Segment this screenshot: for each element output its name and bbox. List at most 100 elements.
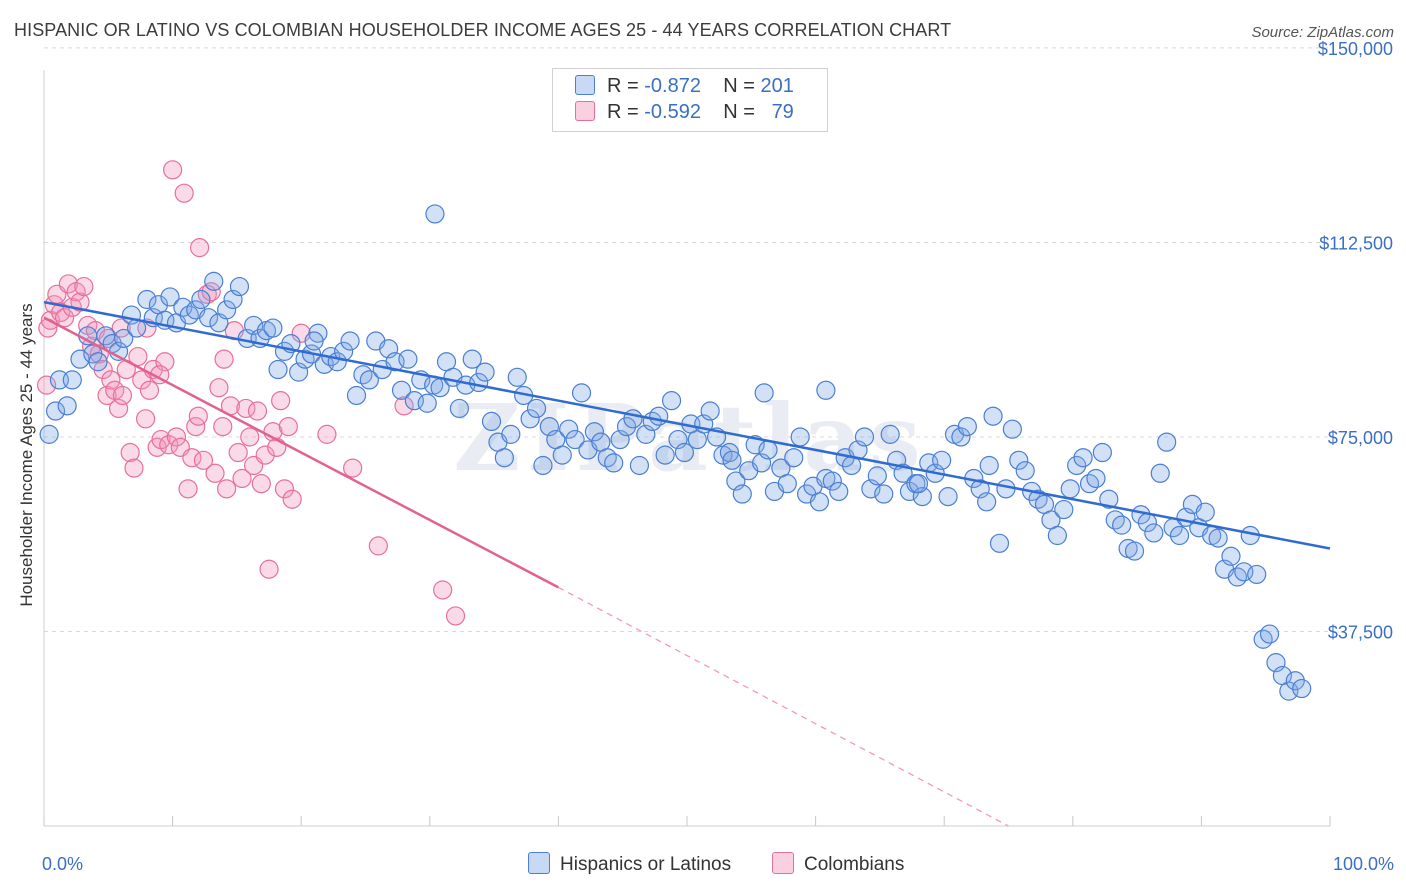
hispanic-point	[304, 331, 324, 351]
bottom-legend-label: Colombians	[804, 854, 905, 875]
colombian-point	[182, 448, 202, 468]
hispanic-point	[160, 287, 180, 307]
legend-swatch-pink	[575, 101, 595, 121]
hispanic-point	[179, 305, 199, 325]
hispanic-point	[1079, 474, 1100, 494]
hispanic-point	[977, 492, 997, 512]
hispanic-point	[39, 424, 59, 444]
hispanic-point	[732, 484, 752, 504]
colombian-point	[214, 349, 234, 369]
colombian-point	[139, 380, 160, 400]
hispanic-point	[754, 383, 774, 403]
hispanic-point	[1047, 525, 1067, 546]
hispanic-point	[932, 450, 952, 470]
hispanic-point	[1292, 678, 1312, 699]
hispanic-point	[565, 429, 585, 450]
hispanic-point	[57, 396, 77, 416]
colombian-point	[120, 442, 140, 463]
hispanic-point	[822, 471, 842, 491]
chart-title: HISPANIC OR LATINO VS COLOMBIAN HOUSEHOL…	[14, 20, 952, 40]
hispanic-point	[1054, 499, 1074, 520]
hispanic-point	[359, 370, 379, 390]
y-tick-labels: $37,500 $75,000 $112,500 $150,000	[1318, 39, 1393, 643]
hispanic-point	[481, 411, 502, 432]
hispanic-point	[655, 445, 675, 465]
hispanic-point	[1067, 455, 1087, 476]
bottom-legend-hispanics: Hispanics or Latinos	[528, 852, 731, 876]
colombian-point	[271, 391, 291, 411]
hispanic-point	[78, 326, 98, 346]
hispanic-point	[784, 448, 804, 468]
legend-row-blue: R = -0.872 N = 201	[575, 75, 794, 99]
hispanic-point	[616, 416, 637, 437]
hispanic-point	[867, 466, 887, 486]
hispanic-point	[951, 427, 971, 447]
colombian-point	[190, 238, 210, 258]
hispanic-point	[957, 416, 977, 437]
legend-n-label: N =	[723, 101, 755, 123]
colombian-point	[255, 445, 275, 465]
colombian-point	[135, 409, 156, 429]
colombian-point	[112, 385, 133, 406]
hispanic-point	[983, 406, 1003, 426]
hispanic-point	[1124, 541, 1145, 561]
colombian-point	[317, 424, 337, 444]
hispanic-point	[1086, 468, 1106, 489]
colombian-point	[278, 416, 298, 437]
colombian-point	[247, 401, 268, 421]
colombian-point	[251, 474, 271, 494]
hispanic-point	[816, 380, 836, 400]
hispanic-point	[854, 427, 875, 447]
hispanic-point	[1002, 419, 1022, 439]
hispanic-point	[229, 276, 250, 297]
hispanic-point	[597, 448, 617, 468]
hispanic-point	[88, 352, 108, 372]
hispanic-point	[559, 419, 579, 439]
y-tick-label: $112,500	[1319, 233, 1393, 253]
x-tick-label-max: 100.0%	[1333, 854, 1394, 874]
y-tick-label: $75,000	[1328, 428, 1393, 448]
hispanic-point	[674, 442, 695, 463]
hispanic-point	[501, 424, 521, 444]
hispanic-point	[1157, 432, 1177, 452]
x-ticks	[43, 816, 1331, 826]
legend-n-value: 79	[771, 101, 794, 123]
hispanic-point	[295, 349, 315, 369]
hispanic-point	[1112, 515, 1132, 535]
hispanic-point	[199, 308, 219, 328]
hispanic-point	[777, 474, 797, 494]
bottom-legend-swatch-pink	[772, 852, 794, 874]
bottom-legend-swatch-blue	[528, 852, 550, 874]
hispanic-point	[1105, 510, 1125, 530]
hispanic-point	[1144, 523, 1164, 543]
legend: R = -0.872 N = 201 R = -0.592 N = 79	[552, 68, 828, 132]
hispanic-point	[979, 455, 999, 476]
hispanic-point	[449, 398, 469, 419]
legend-n-label: N =	[723, 75, 755, 97]
colombian-point	[217, 479, 237, 499]
hispanic-point	[571, 383, 592, 403]
colombian-point	[236, 398, 256, 419]
legend-r-label: R =	[607, 75, 639, 97]
colombian-trend-extension	[558, 586, 1009, 827]
colombian-point	[232, 468, 252, 489]
colombian-trend-line	[43, 316, 559, 589]
hispanic-point	[1247, 564, 1267, 585]
y-tick-label: $150,000	[1318, 39, 1393, 59]
hispanic-point	[507, 367, 527, 387]
colombian-point	[36, 375, 57, 395]
hispanic-point	[417, 393, 437, 413]
hispanic-point	[1028, 489, 1048, 509]
hispanic-point	[204, 271, 224, 291]
colombian-point	[101, 370, 121, 390]
hispanic-point	[1259, 624, 1280, 644]
hispanic-point	[1169, 525, 1190, 546]
colombian-point	[124, 458, 144, 478]
legend-r-value: -0.872	[644, 75, 701, 97]
legend-n-value: 201	[760, 75, 794, 97]
hispanic-point	[533, 455, 553, 476]
hispanic-point	[700, 401, 720, 421]
hispanic-point	[1253, 629, 1273, 649]
colombian-point	[228, 442, 248, 463]
